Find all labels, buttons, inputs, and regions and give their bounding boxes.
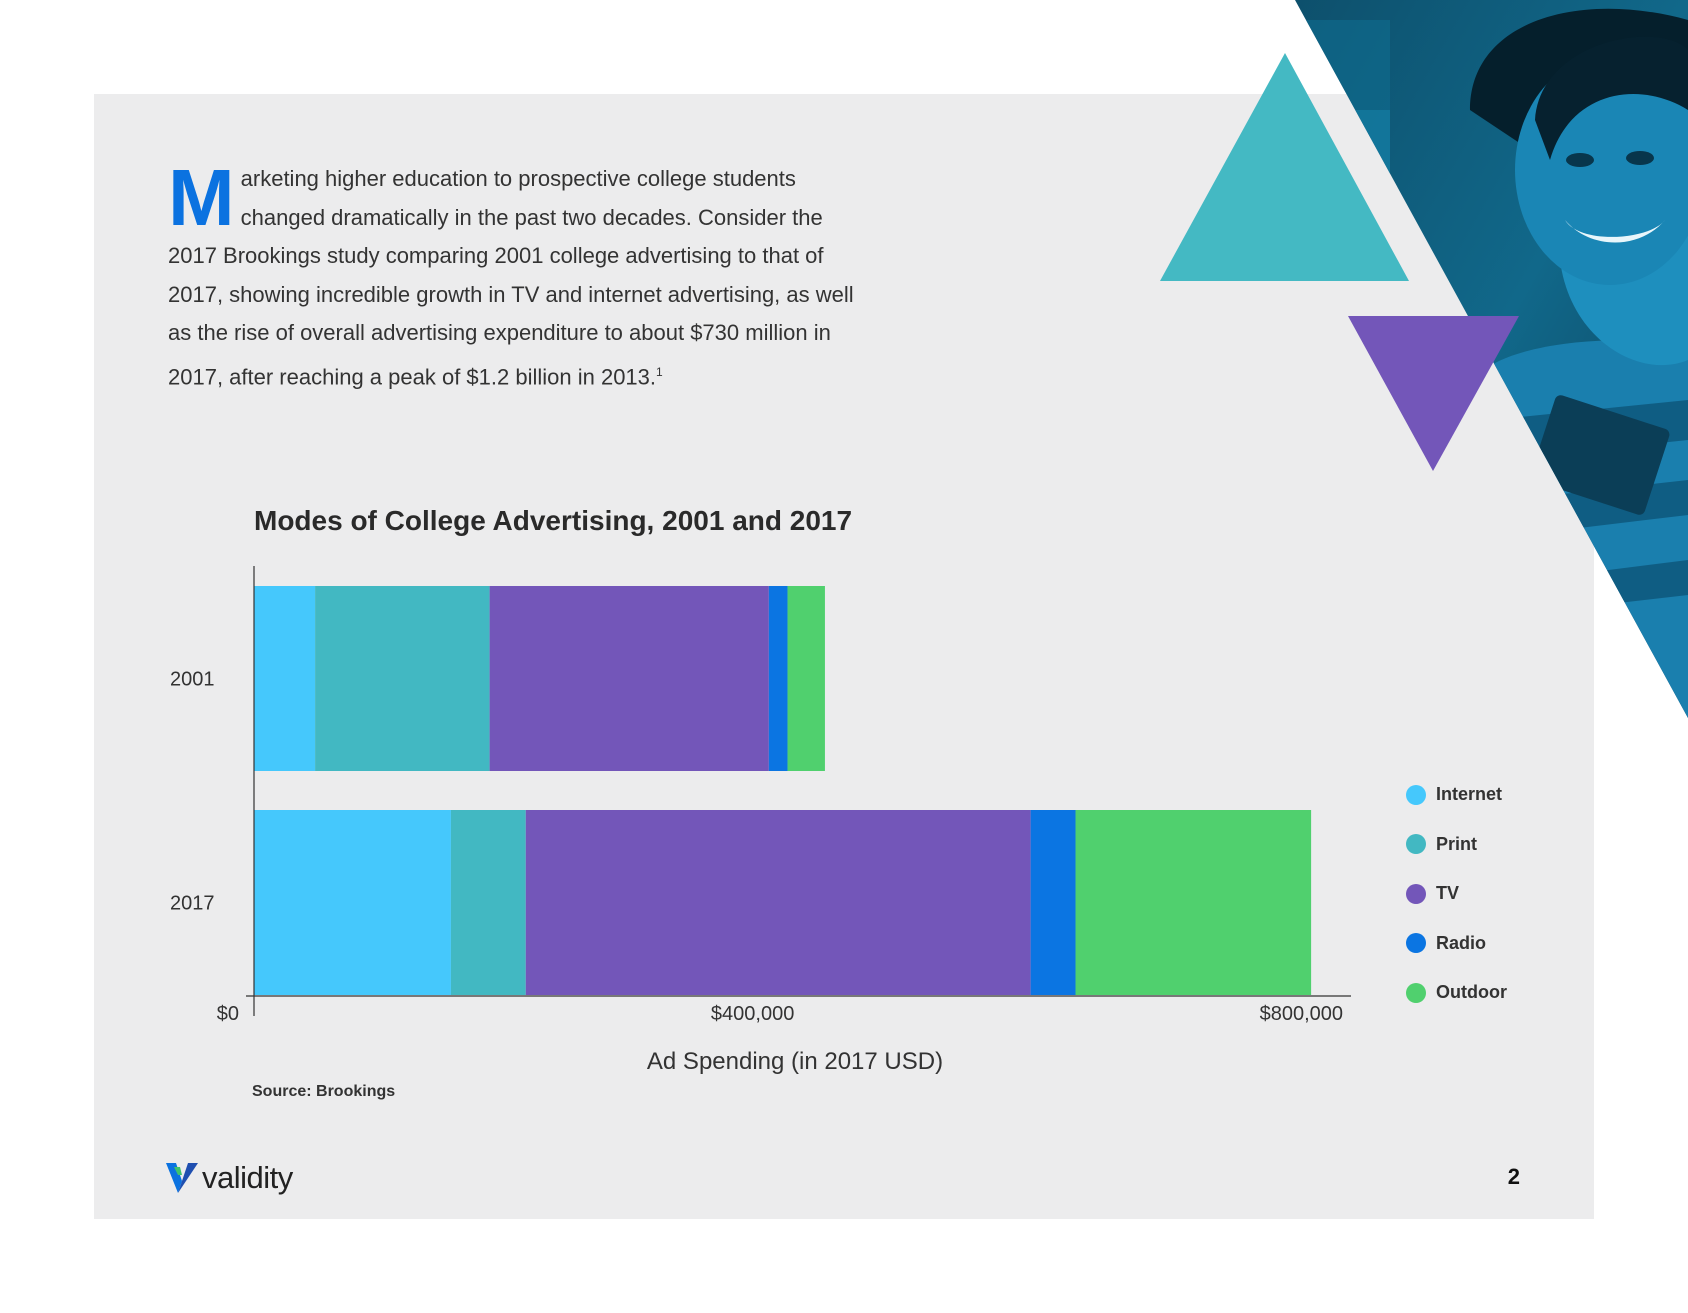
decor-triangles bbox=[1160, 53, 1519, 471]
drop-cap: M bbox=[168, 153, 235, 242]
page-number: 2 bbox=[1507, 1164, 1520, 1189]
legend-swatch bbox=[1406, 834, 1426, 855]
legend-item-radio: Radio bbox=[1406, 919, 1566, 969]
bar-radio-2001 bbox=[768, 586, 788, 771]
x-tick-label: $0 bbox=[217, 1003, 239, 1025]
chart-source: Source: Brookings bbox=[252, 1083, 396, 1100]
legend-label: TV bbox=[1436, 883, 1460, 904]
legend-label: Print bbox=[1436, 833, 1478, 854]
purple-triangle bbox=[1348, 316, 1519, 471]
legend-swatch bbox=[1406, 883, 1426, 904]
legend-label: Internet bbox=[1436, 784, 1503, 805]
legend-item-tv: TV bbox=[1406, 869, 1566, 919]
category-label-2017: 2017 bbox=[170, 893, 215, 915]
legend-label: Outdoor bbox=[1436, 982, 1507, 1003]
legend-swatch bbox=[1406, 933, 1426, 954]
legend-item-internet: Internet bbox=[1406, 770, 1566, 820]
bar-internet-2017 bbox=[254, 810, 451, 995]
intro-text: arketing higher education to prospective… bbox=[168, 166, 854, 390]
teal-triangle bbox=[1160, 53, 1409, 281]
category-label-2001: 2001 bbox=[170, 669, 215, 691]
validity-logo: validity bbox=[166, 1160, 293, 1196]
x-axis-title: Ad Spending (in 2017 USD) bbox=[647, 1048, 943, 1075]
chart-title: Modes of College Advertising, 2001 and 2… bbox=[254, 505, 853, 536]
legend-item-outdoor: Outdoor bbox=[1406, 968, 1566, 1018]
legend-label: Radio bbox=[1436, 932, 1487, 953]
x-tick-label: $800,000 bbox=[1260, 1003, 1343, 1025]
bar-print-2017 bbox=[450, 810, 526, 995]
legend-item-print: Print bbox=[1406, 820, 1566, 870]
logo-wordmark: validity bbox=[202, 1160, 293, 1195]
x-tick-label: $400,000 bbox=[711, 1003, 794, 1025]
validity-v-icon bbox=[166, 1163, 198, 1193]
legend-swatch bbox=[1406, 982, 1426, 1003]
footnote-marker: 1 bbox=[656, 364, 663, 379]
bar-outdoor-2001 bbox=[787, 586, 825, 771]
bar-radio-2017 bbox=[1030, 810, 1076, 995]
bar-tv-2017 bbox=[525, 810, 1031, 995]
chart-legend: Internet Print TV Radio Outdoor bbox=[1406, 770, 1566, 1018]
bar-tv-2001 bbox=[489, 586, 769, 771]
bar-internet-2001 bbox=[254, 586, 316, 771]
legend-swatch bbox=[1406, 784, 1426, 805]
bar-outdoor-2017 bbox=[1075, 810, 1312, 995]
bar-print-2001 bbox=[315, 586, 490, 771]
